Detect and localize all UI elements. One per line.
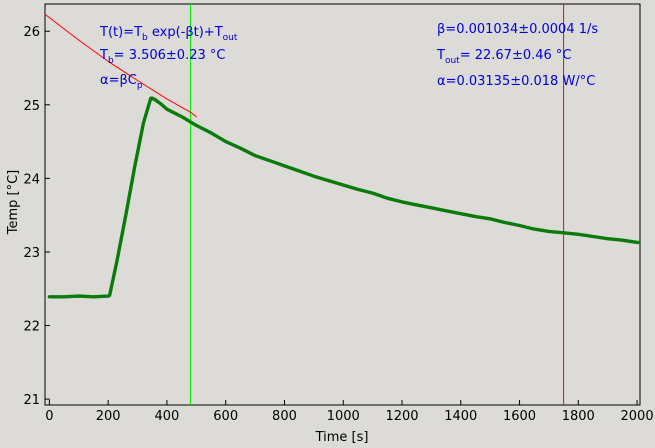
- x-tick-label: 400: [155, 409, 180, 424]
- x-tick-label: 800: [272, 409, 297, 424]
- tb-annotation: Tb= 3.506±0.23 °C: [99, 48, 225, 66]
- x-tick-label: 2000: [621, 409, 654, 424]
- tout-annotation: Tout= 22.67±0.46 °C: [436, 48, 572, 66]
- y-tick-label: 21: [23, 393, 40, 408]
- fit-formula: T(t)=Tb exp(-βt)+Tout: [99, 25, 238, 43]
- y-tick-label: 26: [23, 25, 40, 40]
- x-tick-label: 200: [96, 409, 121, 424]
- fit-curve-line: [45, 13, 197, 118]
- x-tick-label: 1200: [385, 409, 418, 424]
- temperature-data-line: [47, 96, 640, 299]
- y-tick-label: 22: [23, 320, 40, 335]
- x-tick-label: 1600: [503, 409, 536, 424]
- alpha-value-annotation: α=0.03135±0.018 W/°C: [437, 74, 595, 89]
- x-tick-label: 1800: [562, 409, 595, 424]
- beta-annotation: β=0.001034±0.0004 1/s: [437, 22, 598, 37]
- x-tick-label: 600: [213, 409, 238, 424]
- x-axis-title: Time [s]: [315, 430, 369, 445]
- y-axis-title: Temp [°C]: [6, 170, 21, 236]
- plot-frame: [44, 3, 641, 406]
- alpha-definition: α=βCp: [100, 73, 143, 91]
- x-tick-label: 1400: [444, 409, 477, 424]
- x-tick-label: 1000: [327, 409, 360, 424]
- y-tick-label: 24: [23, 172, 40, 187]
- y-tick-label: 25: [23, 99, 40, 114]
- x-tick-label: 0: [45, 409, 53, 424]
- y-tick-label: 23: [23, 246, 40, 261]
